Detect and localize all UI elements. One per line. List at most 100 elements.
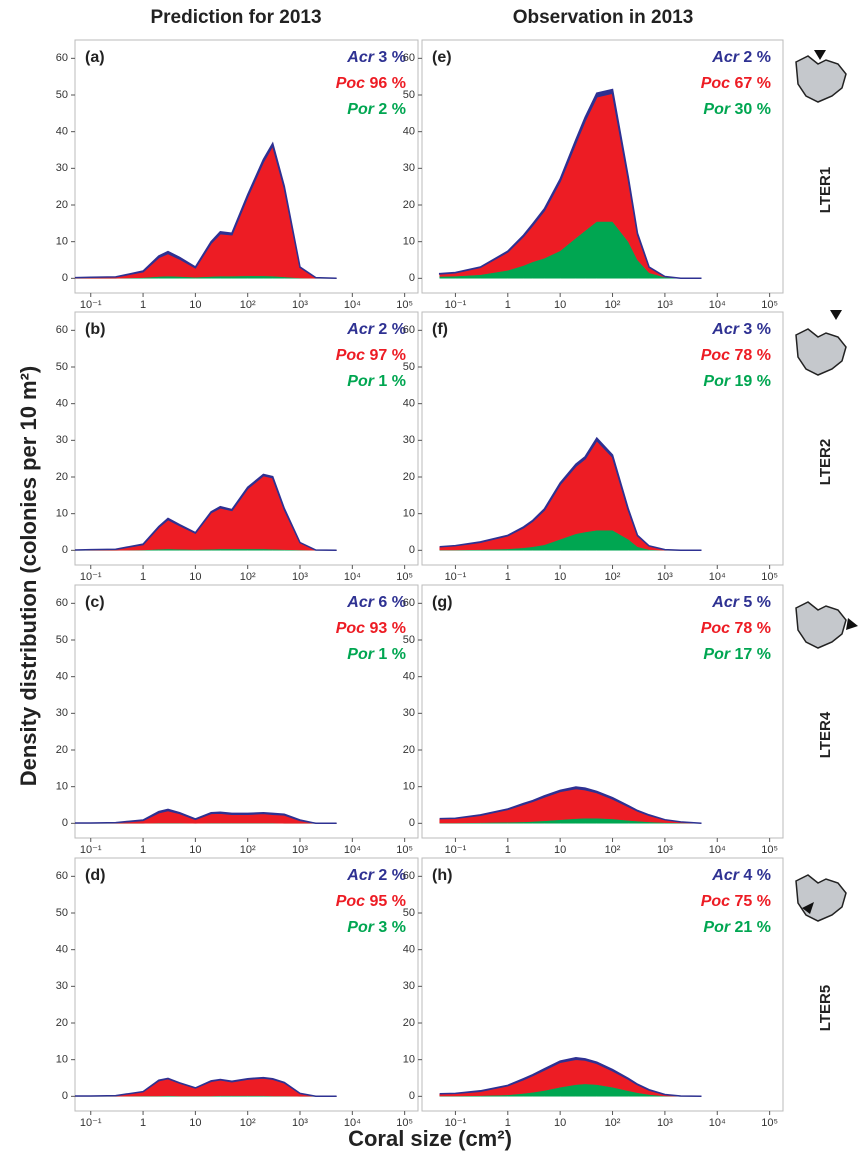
- share-label: Poc 67 %: [701, 75, 771, 92]
- series-share: 4 %: [743, 867, 771, 884]
- reef-icon: [796, 602, 846, 648]
- series-name: Acr: [346, 867, 374, 884]
- x-tick-label: 10³: [657, 844, 673, 856]
- y-tick-label: 40: [403, 944, 415, 956]
- column-title: Observation in 2013: [513, 7, 694, 28]
- y-tick-label: 40: [403, 671, 415, 683]
- y-tick-label: 30: [403, 980, 415, 992]
- series-name: Por: [347, 646, 374, 663]
- y-tick-label: 0: [409, 817, 415, 829]
- x-tick-label: 10²: [240, 299, 256, 311]
- y-tick-label: 40: [56, 671, 68, 683]
- series-share: 17 %: [735, 646, 771, 663]
- x-tick-label: 10⁵: [761, 571, 778, 583]
- x-tick-label: 10⁵: [761, 844, 778, 856]
- y-axis-title: Density distribution (colonies per 10 m²…: [16, 366, 41, 787]
- series-share: 2 %: [743, 49, 771, 66]
- y-tick-label: 60: [403, 870, 415, 882]
- arrow: [830, 310, 842, 320]
- share-label: Acr 2 %: [346, 867, 406, 884]
- area: [75, 811, 337, 824]
- x-tick-label: 10⁴: [344, 571, 361, 583]
- area: [75, 146, 337, 279]
- y-tick-label: 20: [403, 471, 415, 483]
- series-name: Por: [347, 919, 374, 936]
- share-label: Poc 97 %: [336, 347, 406, 364]
- series-name: Acr: [346, 321, 374, 338]
- series-name: Poc: [336, 620, 365, 637]
- series-share: 1 %: [378, 373, 406, 390]
- panel-label: (d): [85, 867, 105, 884]
- y-tick-label: 30: [56, 162, 68, 174]
- x-tick-label: 10²: [605, 844, 621, 856]
- x-tick-label: 10⁴: [709, 844, 726, 856]
- row-label: LTER4: [817, 711, 834, 758]
- y-tick-label: 10: [403, 236, 415, 248]
- x-tick-label: 10⁴: [709, 299, 726, 311]
- y-tick-label: 20: [403, 744, 415, 756]
- y-tick-label: 30: [403, 707, 415, 719]
- x-tick-label: 10⁴: [344, 299, 361, 311]
- series-name: Poc: [336, 75, 365, 92]
- area: [440, 789, 702, 824]
- series-name: Poc: [701, 620, 730, 637]
- y-tick-label: 10: [56, 781, 68, 793]
- series-share: 3 %: [378, 919, 406, 936]
- share-label: Por 1 %: [347, 646, 406, 663]
- share-label: Poc 93 %: [336, 620, 406, 637]
- y-tick-label: 20: [56, 1017, 68, 1029]
- series-name: Acr: [346, 594, 374, 611]
- x-tick-label: 1: [140, 844, 146, 856]
- x-tick-label: 10⁴: [709, 1117, 726, 1129]
- arrow: [846, 618, 858, 630]
- x-tick-label: 1: [505, 1117, 511, 1129]
- x-tick-label: 10³: [292, 1117, 308, 1129]
- series-share: 2 %: [378, 101, 406, 118]
- x-tick-label: 10: [189, 1117, 201, 1129]
- y-tick-label: 30: [403, 434, 415, 446]
- series-name: Por: [703, 101, 730, 118]
- page: Prediction for 2013 Observation in 2013 …: [0, 0, 860, 1162]
- y-tick-label: 40: [403, 126, 415, 138]
- series-share: 96 %: [370, 75, 406, 92]
- series-name: Poc: [336, 893, 365, 910]
- share-label: Poc 78 %: [701, 347, 771, 364]
- x-tick-label: 10²: [240, 1117, 256, 1129]
- series-name: Poc: [701, 347, 730, 364]
- x-tick-label: 10³: [657, 571, 673, 583]
- share-label: Acr 2 %: [346, 321, 406, 338]
- share-label: Por 1 %: [347, 373, 406, 390]
- arrow: [814, 50, 826, 60]
- x-tick-label: 10⁴: [344, 844, 361, 856]
- share-label: Acr 3 %: [711, 321, 771, 338]
- series-share: 93 %: [370, 620, 406, 637]
- y-tick-label: 0: [62, 817, 68, 829]
- row-label: LTER5: [817, 985, 834, 1031]
- y-tick-label: 60: [56, 52, 68, 64]
- y-tick-label: 0: [409, 544, 415, 556]
- series-name: Poc: [336, 347, 365, 364]
- share-label: Por 3 %: [347, 919, 406, 936]
- y-tick-label: 50: [403, 361, 415, 373]
- share-label: Poc 95 %: [336, 893, 406, 910]
- share-label: Acr 5 %: [711, 594, 771, 611]
- x-tick-label: 1: [505, 844, 511, 856]
- y-tick-label: 0: [62, 1090, 68, 1102]
- y-tick-label: 50: [56, 89, 68, 101]
- y-tick-label: 20: [403, 199, 415, 211]
- x-tick-label: 10⁻¹: [80, 571, 102, 583]
- series-share: 95 %: [370, 893, 406, 910]
- y-tick-label: 20: [403, 1017, 415, 1029]
- series-share: 78 %: [735, 620, 771, 637]
- y-tick-label: 0: [409, 272, 415, 284]
- x-tick-label: 10⁻¹: [80, 844, 102, 856]
- panel-label: (e): [432, 49, 452, 66]
- series-name: Acr: [711, 321, 739, 338]
- x-tick-label: 10: [189, 299, 201, 311]
- share-label: Por 21 %: [703, 919, 771, 936]
- y-tick-label: 50: [56, 907, 68, 919]
- share-label: Acr 2 %: [711, 49, 771, 66]
- share-label: Poc 78 %: [701, 620, 771, 637]
- series-name: Por: [347, 373, 374, 390]
- y-tick-label: 40: [56, 944, 68, 956]
